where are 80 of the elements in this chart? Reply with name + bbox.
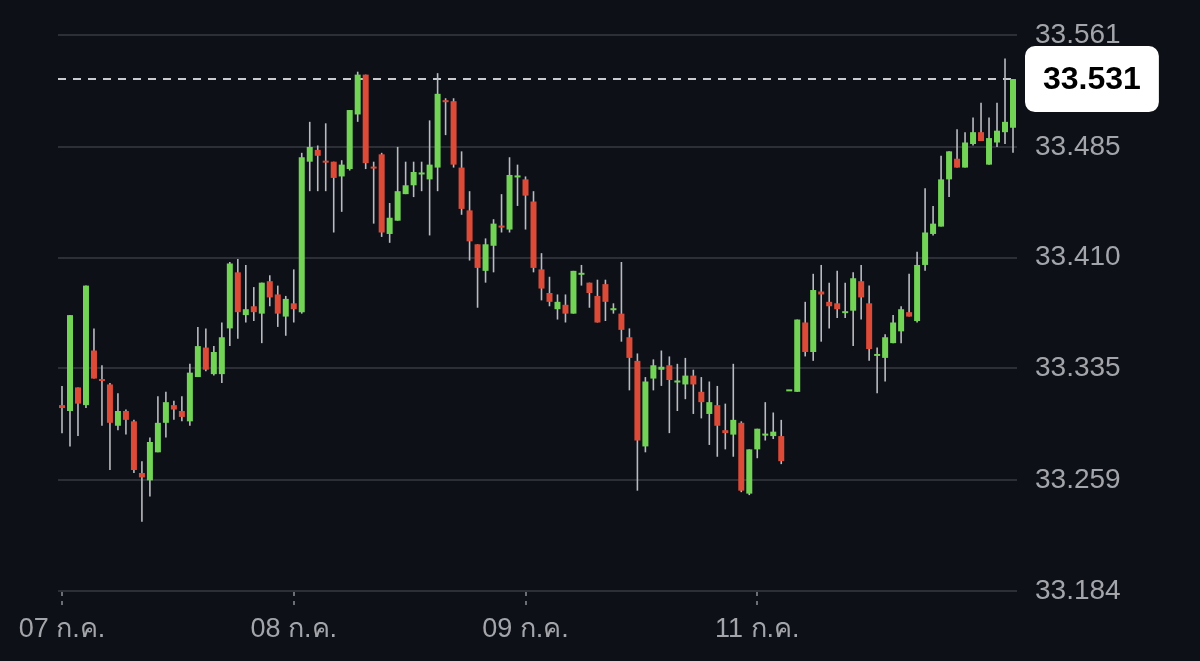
candlestick (250, 286, 257, 322)
candlestick (626, 327, 633, 392)
candlestick (714, 385, 721, 458)
candlestick (330, 160, 337, 234)
candlestick (386, 202, 393, 244)
candlestick (522, 175, 529, 231)
candlestick (114, 392, 121, 431)
candlestick (562, 293, 569, 324)
x-tick-label: 11 ก.ค. (715, 612, 800, 643)
candlestick (1002, 57, 1009, 145)
candlestick (338, 159, 345, 213)
candlestick (538, 252, 545, 302)
x-tick-label: 08 ก.ค. (250, 612, 338, 643)
candlestick (978, 101, 985, 142)
candlestick (514, 163, 521, 207)
candlestick (666, 355, 673, 434)
x-tick-label: 09 ก.ค. (482, 612, 569, 643)
y-tick-label: 33.561 (1035, 17, 1121, 49)
candlestick (674, 363, 681, 412)
candlestick (306, 121, 313, 192)
candlestick (282, 295, 289, 337)
candlestick (618, 261, 625, 343)
candlestick (698, 376, 705, 420)
candlestick (498, 193, 505, 234)
candlestick (578, 264, 585, 287)
candlestick (762, 401, 769, 442)
candlestick (490, 218, 497, 274)
candlestick (426, 119, 433, 237)
candlestick (266, 274, 273, 308)
candlestick (994, 101, 1001, 148)
candlestick (242, 264, 249, 324)
candlestick (682, 357, 689, 401)
candlestick (210, 345, 217, 377)
candlestick (546, 275, 553, 308)
candlestick (898, 305, 905, 344)
candlestick (554, 293, 561, 321)
candlestick (178, 395, 185, 423)
candlestick (442, 97, 449, 136)
candlestick (842, 281, 849, 319)
candlestick (730, 363, 737, 458)
candlestick (322, 122, 329, 192)
candlestick (59, 385, 65, 434)
candlestick (290, 268, 297, 324)
candlestick (930, 205, 937, 237)
candlestick (74, 386, 81, 437)
candlestick (650, 358, 657, 392)
candlestick (98, 364, 105, 427)
y-tick-label: 33.485 (1035, 129, 1121, 161)
candlestick (658, 349, 665, 387)
candlestick (314, 144, 321, 192)
candlestick (122, 408, 129, 436)
candlestick (706, 380, 713, 446)
candlestick (162, 391, 169, 439)
candlestick (890, 314, 897, 344)
candlestick (370, 160, 377, 225)
x-tick-label: 07 ก.ค. (18, 612, 106, 643)
candlestick (586, 281, 593, 309)
ref-line-label: 33.531 (1043, 59, 1141, 96)
candlestick (906, 273, 913, 318)
candlestick (202, 327, 209, 372)
candlestick (410, 160, 417, 198)
candlestick (602, 278, 609, 322)
candlestick (754, 427, 761, 460)
candlestick (858, 264, 865, 321)
candlestick (418, 160, 425, 192)
y-tick-label: 33.410 (1035, 240, 1121, 272)
candlestick (402, 160, 409, 195)
candlestick (970, 116, 977, 147)
candlestick (474, 243, 481, 309)
y-tick-label: 33.184 (1035, 573, 1121, 605)
y-tick-label: 33.335 (1035, 350, 1121, 382)
candlestick (274, 284, 281, 328)
candlestick (954, 128, 961, 169)
candlestick (834, 270, 841, 319)
candlestick (874, 346, 881, 395)
candlestick (722, 402, 729, 451)
candlestick (170, 399, 177, 421)
candlestick (882, 333, 889, 383)
y-tick-label: 33.259 (1035, 463, 1121, 495)
candlestick (690, 368, 697, 415)
